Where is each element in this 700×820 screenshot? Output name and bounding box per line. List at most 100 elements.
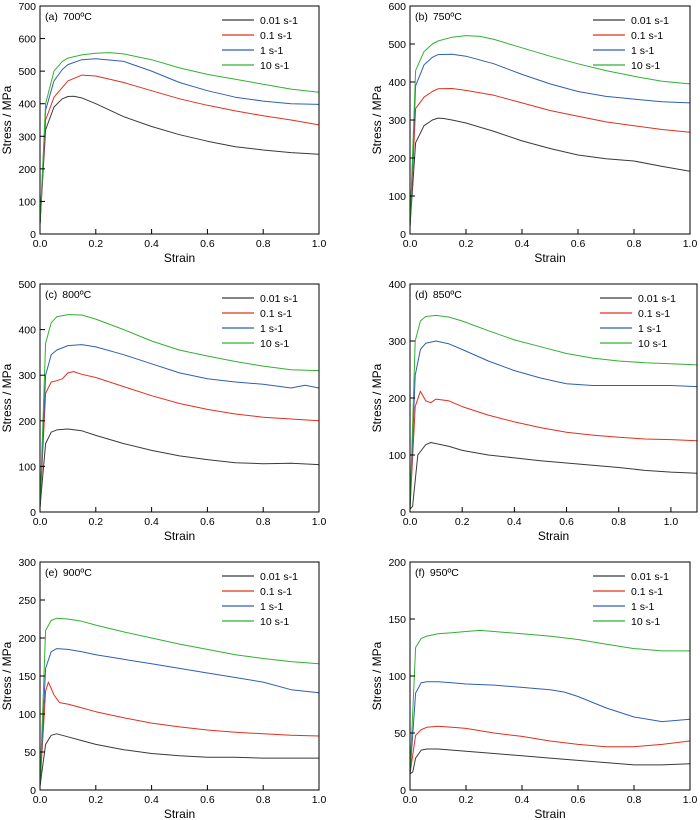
panel-letter: (f): [415, 567, 425, 579]
x-tick-label: 0.4: [144, 794, 159, 806]
panel-temperature: 800ºC: [62, 289, 91, 301]
panel-label: (c) 800ºC: [45, 289, 92, 301]
y-tick-label: 200: [388, 393, 406, 405]
series-line-3: [410, 681, 690, 775]
chart-panel-5: 0.0 0.2 0.4 0.6 0.8 1.0 0 50 100 150 200 250 300 Stra…: [0, 557, 326, 820]
panel-label: (b) 750ºC: [415, 11, 462, 23]
series-line-2: [410, 725, 690, 775]
series-line-3: [410, 340, 697, 510]
x-tick-label: 0.6: [559, 516, 574, 528]
series-line-3: [40, 58, 319, 225]
x-tick-label: 0.8: [611, 516, 626, 528]
x-tick-label: 1.0: [664, 516, 679, 528]
x-tick-label: 0.8: [256, 516, 271, 528]
legend-entry-1: 0.01 s-1: [638, 293, 676, 305]
panel-letter: (e): [45, 567, 58, 579]
series-line-3: [40, 344, 319, 508]
y-tick-label: 700: [18, 1, 36, 13]
legend-entry-2: 0.1 s-1: [260, 30, 292, 42]
plot-frame: [39, 283, 320, 513]
y-tick-label: 0: [400, 507, 406, 519]
x-axis-label: Strain: [534, 251, 565, 265]
series-line-2: [40, 681, 319, 787]
legend-entry-4: 10 s-1: [260, 338, 289, 350]
x-tick-label: 0.0: [33, 238, 48, 250]
series-line-1: [410, 442, 697, 510]
series-line-1: [40, 428, 319, 508]
legend-entry-3: 1 s-1: [638, 323, 662, 335]
x-tick-label: 0.0: [403, 238, 418, 250]
series-line-1: [40, 95, 319, 225]
y-tick-label: 0: [30, 229, 36, 241]
legend-entry-2: 0.1 s-1: [260, 308, 292, 320]
x-axis-label: Strain: [534, 807, 565, 820]
legend-entry-4: 10 s-1: [631, 616, 660, 628]
legend-entry-2: 0.1 s-1: [638, 308, 670, 320]
panel-label: (f) 950ºC: [415, 567, 459, 579]
y-axis-label: Stress / MPa: [0, 363, 14, 432]
x-tick-label: 1.0: [312, 516, 327, 528]
y-tick-label: 200: [388, 557, 406, 569]
x-axis-label: Strain: [164, 807, 195, 820]
x-tick-label: 0.0: [33, 794, 48, 806]
chart-panel-2: 0.0 0.2 0.4 0.6 0.8 1.0 0 100 200 300 400 500 600 Str…: [370, 1, 697, 265]
chart-panel-1: 0.0 0.2 0.4 0.6 0.8 1.0 0 100 200 300 400 500 600 700…: [0, 1, 326, 265]
y-tick-label: 50: [24, 747, 36, 759]
x-tick-label: 0.4: [507, 516, 522, 528]
series-line-2: [410, 88, 690, 227]
y-tick-label: 200: [388, 153, 406, 165]
x-tick-label: 0.0: [33, 516, 48, 528]
legend-entry-1: 0.01 s-1: [260, 15, 298, 27]
x-tick-label: 0.4: [515, 794, 530, 806]
x-tick-label: 1.0: [683, 238, 698, 250]
x-tick-label: 0.6: [200, 794, 215, 806]
y-tick-label: 200: [18, 633, 36, 645]
legend-entry-1: 0.01 s-1: [260, 293, 298, 305]
panel-temperature: 950ºC: [430, 567, 459, 579]
series-line-4: [40, 52, 319, 225]
legend-entry-3: 1 s-1: [260, 323, 284, 335]
x-axis-label: Strain: [164, 251, 195, 265]
legend-entry-1: 0.01 s-1: [260, 571, 298, 583]
y-tick-label: 600: [388, 1, 406, 13]
panel-letter: (a): [45, 11, 58, 23]
chart-panel-4: 0.0 0.2 0.4 0.6 0.8 1.0 0 100 200 300 400 Strain Str…: [370, 279, 698, 543]
y-tick-label: 0: [400, 229, 406, 241]
chart-panel-3: 0.0 0.2 0.4 0.6 0.8 1.0 0 100 200 300 400 500 Strain…: [0, 279, 326, 543]
x-tick-label: 1.0: [312, 238, 327, 250]
x-tick-label: 0.4: [144, 516, 159, 528]
y-axis-label: Stress / MPa: [370, 641, 384, 710]
x-axis-label: Strain: [538, 529, 569, 543]
y-tick-label: 400: [18, 99, 36, 111]
x-tick-label: 0.8: [256, 238, 271, 250]
y-axis-label: Stress / MPa: [0, 85, 14, 154]
y-tick-label: 300: [388, 115, 406, 127]
plot-frame: [39, 5, 320, 235]
legend-entry-1: 0.01 s-1: [631, 571, 669, 583]
y-tick-label: 0: [30, 785, 36, 797]
chart-panel-6: 0.0 0.2 0.4 0.6 0.8 1.0 0 50 100 150 200 Strain Stre…: [370, 557, 697, 820]
panel-temperature: 700ºC: [63, 11, 92, 23]
x-tick-label: 0.2: [88, 516, 103, 528]
series-line-1: [410, 748, 690, 775]
x-tick-label: 0.2: [88, 794, 103, 806]
x-tick-label: 0.4: [515, 238, 530, 250]
y-tick-label: 150: [18, 671, 36, 683]
y-tick-label: 500: [18, 279, 36, 291]
panel-letter: (c): [45, 289, 57, 301]
legend-entry-4: 10 s-1: [631, 60, 660, 72]
series-line-3: [40, 648, 319, 787]
x-tick-label: 0.2: [88, 238, 103, 250]
panel-letter: (d): [415, 289, 428, 301]
legend-entry-3: 1 s-1: [631, 601, 655, 613]
legend-entry-3: 1 s-1: [260, 45, 284, 57]
series-line-2: [40, 371, 319, 508]
legend-entry-3: 1 s-1: [631, 45, 655, 57]
y-tick-label: 200: [18, 416, 36, 428]
legend-entry-4: 10 s-1: [260, 60, 289, 72]
y-tick-label: 600: [18, 34, 36, 46]
y-tick-label: 50: [394, 728, 406, 740]
y-tick-label: 100: [388, 450, 406, 462]
series-line-1: [40, 733, 319, 787]
x-tick-label: 0.4: [144, 238, 159, 250]
